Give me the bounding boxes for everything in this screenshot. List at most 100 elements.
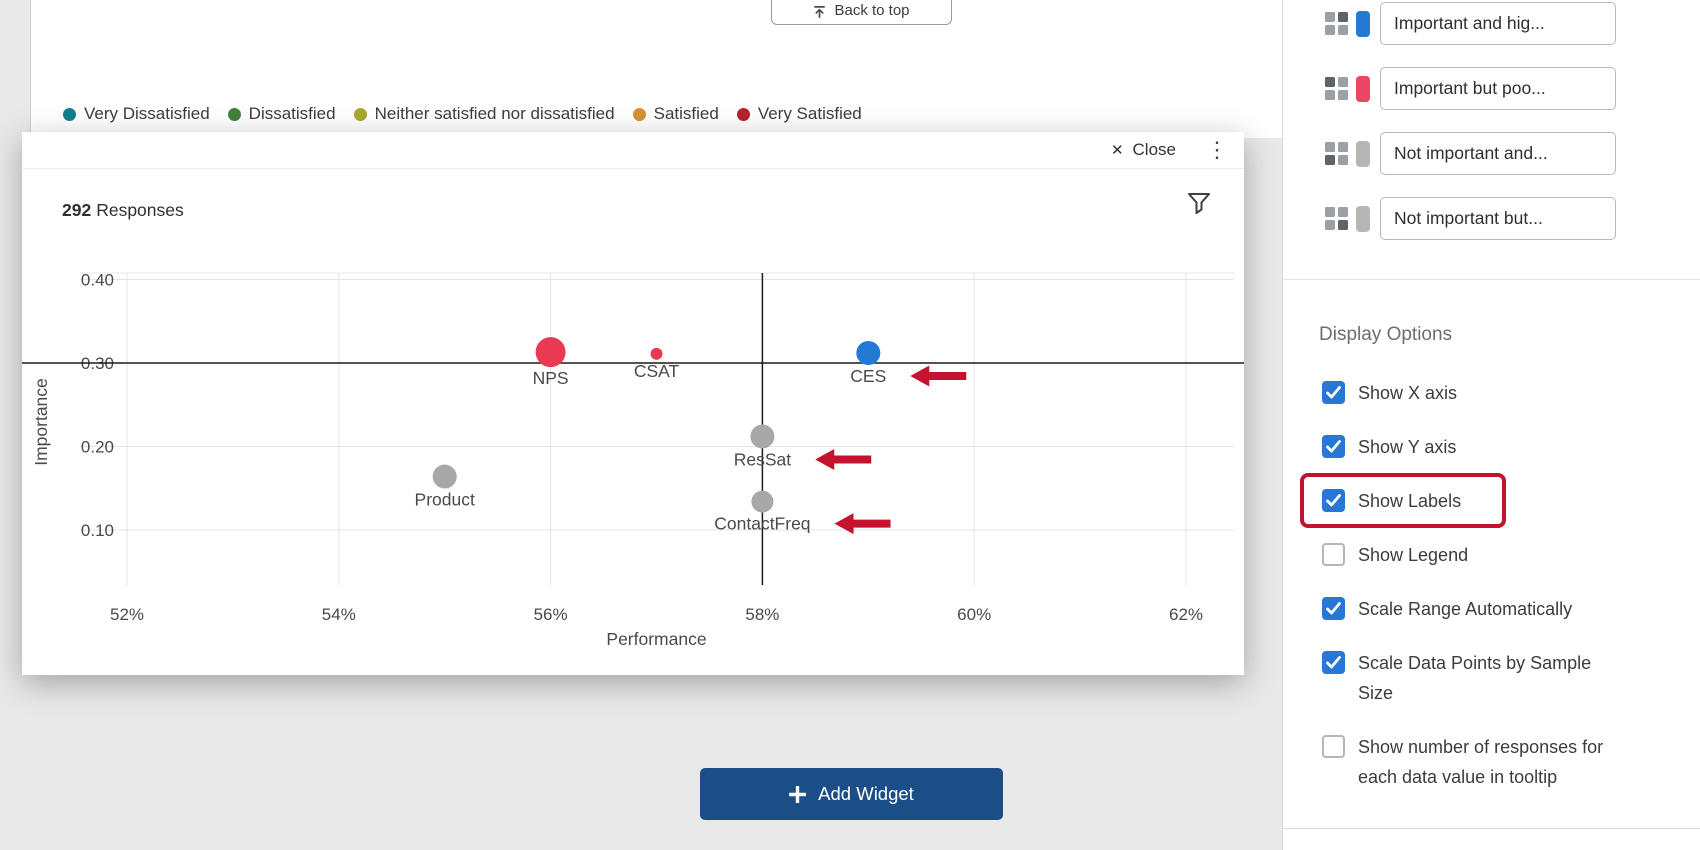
to-top-icon bbox=[813, 5, 826, 19]
option-label: Scale Range Automatically bbox=[1358, 599, 1573, 619]
divider bbox=[1283, 279, 1700, 280]
checkbox-scale-data-points-by-sample-size[interactable] bbox=[1322, 651, 1345, 674]
y-tick-label: 0.20 bbox=[81, 438, 114, 457]
x-tick-label: 52% bbox=[110, 605, 144, 624]
legend-dot-icon bbox=[353, 107, 367, 121]
back-to-top-label: Back to top bbox=[834, 2, 910, 19]
responses-count: 292 Responses bbox=[62, 200, 184, 221]
settings-sidebar: Important and hig... Important but poo...… bbox=[1282, 0, 1700, 850]
y-axis-label: Importance bbox=[31, 378, 51, 466]
display-option-show-x-axis: Show X axis bbox=[1322, 378, 1670, 408]
option-label: Show X axis bbox=[1358, 383, 1458, 403]
filter-icon bbox=[1188, 193, 1210, 214]
check-icon bbox=[1326, 602, 1341, 615]
dashboard-widget-card: Very Dissatisfied Dissatisfied Neither sat… bbox=[30, 0, 1282, 138]
y-tick-label: 0.40 bbox=[81, 271, 114, 290]
display-option-show-y-axis: Show Y axis bbox=[1322, 432, 1670, 462]
quadrant-grid-icon[interactable] bbox=[1325, 77, 1348, 100]
display-option-show-number-of-responses-for-each-data-value-in-tooltip: Show number of responses for each data v… bbox=[1322, 732, 1670, 792]
chart-point-Product[interactable] bbox=[432, 464, 457, 489]
x-tick-label: 56% bbox=[534, 605, 568, 624]
legend-label: Neither satisfied nor dissatisfied bbox=[374, 104, 615, 123]
checkbox-show-y-axis[interactable] bbox=[1322, 435, 1345, 458]
chart-point-CSAT[interactable] bbox=[650, 347, 663, 360]
check-icon bbox=[1326, 386, 1341, 399]
x-tick-label: 58% bbox=[745, 605, 779, 624]
point-label-ResSat: ResSat bbox=[734, 449, 792, 469]
quadrant-grid-icon[interactable] bbox=[1325, 12, 1348, 35]
chart-point-ResSat[interactable] bbox=[750, 424, 775, 449]
point-label-Product: Product bbox=[415, 490, 475, 510]
checkbox-show-x-axis[interactable] bbox=[1322, 381, 1345, 404]
quadrant-label-input[interactable]: Important and hig... bbox=[1380, 2, 1616, 45]
legend-label: Very Satisfied bbox=[757, 104, 862, 123]
back-to-top-button[interactable]: Back to top bbox=[771, 0, 952, 25]
check-icon bbox=[1326, 494, 1341, 507]
annotation-arrow bbox=[815, 448, 872, 470]
chart-point-ContactFreq[interactable] bbox=[751, 490, 774, 513]
quadrant-color-chip bbox=[1356, 140, 1370, 167]
option-label: Show Labels bbox=[1358, 491, 1462, 511]
checkbox-show-legend[interactable] bbox=[1322, 543, 1345, 566]
legend-dot-icon bbox=[736, 107, 750, 121]
option-label: Scale Data Points by Sample Size bbox=[1358, 653, 1592, 703]
checkbox-scale-range-automatically[interactable] bbox=[1322, 597, 1345, 620]
display-options-title: Display Options bbox=[1319, 324, 1453, 345]
point-label-NPS: NPS bbox=[533, 368, 569, 388]
x-tick-label: 54% bbox=[322, 605, 356, 624]
responses-number: 292 bbox=[62, 200, 92, 220]
x-tick-label: 62% bbox=[1169, 605, 1203, 624]
quadrant-label-input[interactable]: Important but poo... bbox=[1380, 67, 1616, 110]
quadrant-legend-list: Important and hig... Important but poo...… bbox=[1283, 0, 1700, 240]
quadrant-item: Not important but... bbox=[1325, 197, 1700, 240]
legend-label: Dissatisfied bbox=[248, 104, 336, 123]
satisfaction-legend: Very Dissatisfied Dissatisfied Neither sat… bbox=[63, 104, 862, 124]
display-options-list: Show X axis Show Y axis Show Labels Show Le… bbox=[1300, 378, 1670, 792]
chart-point-CES[interactable] bbox=[856, 340, 881, 365]
annotation-arrow bbox=[834, 513, 891, 535]
option-label: Show Legend bbox=[1358, 545, 1469, 565]
kebab-menu-icon[interactable]: ⋮ bbox=[1206, 137, 1228, 162]
option-label: Show number of responses for each data v… bbox=[1358, 737, 1604, 787]
quadrant-color-chip bbox=[1356, 75, 1370, 102]
close-button[interactable]: ✕ Close bbox=[1111, 140, 1176, 160]
y-tick-label: 0.10 bbox=[81, 521, 114, 540]
checkbox-show-number-of-responses-for-each-data-value-in-tooltip[interactable] bbox=[1322, 735, 1345, 758]
display-option-show-labels: Show Labels bbox=[1300, 473, 1670, 528]
quadrant-grid-icon[interactable] bbox=[1325, 207, 1348, 230]
legend-item[interactable]: Neither satisfied nor dissatisfied bbox=[353, 104, 615, 124]
legend-item[interactable]: Satisfied bbox=[632, 104, 719, 124]
quadrant-label-input[interactable]: Not important but... bbox=[1380, 197, 1616, 240]
quadrant-label-input[interactable]: Not important and... bbox=[1380, 132, 1616, 175]
legend-dot-icon bbox=[227, 107, 241, 121]
display-option-show-legend: Show Legend bbox=[1322, 540, 1670, 570]
x-axis-label: Performance bbox=[606, 629, 706, 649]
display-option-scale-data-points-by-sample-size: Scale Data Points by Sample Size bbox=[1322, 648, 1670, 708]
close-icon: ✕ bbox=[1110, 141, 1124, 159]
point-label-ContactFreq: ContactFreq bbox=[714, 514, 810, 534]
legend-item[interactable]: Very Satisfied bbox=[736, 104, 862, 124]
legend-label: Satisfied bbox=[653, 104, 719, 123]
legend-label: Very Dissatisfied bbox=[84, 104, 210, 123]
check-icon bbox=[1326, 656, 1341, 669]
chart-modal: 0.10 0.20 0.30 0.40 52% 54% 56% 58% 60% 62% Perfor… bbox=[22, 132, 1244, 675]
quadrant-color-chip bbox=[1356, 205, 1370, 232]
legend-dot-icon bbox=[632, 107, 646, 121]
display-option-scale-range-automatically: Scale Range Automatically bbox=[1322, 594, 1670, 624]
divider bbox=[1283, 828, 1700, 829]
quadrant-color-chip bbox=[1356, 10, 1370, 37]
legend-dot-icon bbox=[63, 107, 76, 121]
legend-item[interactable]: Very Dissatisfied bbox=[63, 104, 210, 124]
quadrant-grid-icon[interactable] bbox=[1325, 142, 1348, 165]
checkbox-show-labels[interactable] bbox=[1322, 489, 1345, 512]
quadrant-item: Not important and... bbox=[1325, 132, 1700, 175]
responses-label: Responses bbox=[96, 200, 184, 220]
x-tick-label: 60% bbox=[957, 605, 991, 624]
add-widget-button[interactable]: Add Widget bbox=[700, 768, 1003, 820]
legend-item[interactable]: Dissatisfied bbox=[227, 104, 336, 124]
chart-point-NPS[interactable] bbox=[535, 337, 566, 368]
quadrant-item: Important and hig... bbox=[1325, 2, 1700, 45]
filter-button[interactable] bbox=[1186, 190, 1212, 219]
option-label: Show Y axis bbox=[1358, 437, 1457, 457]
